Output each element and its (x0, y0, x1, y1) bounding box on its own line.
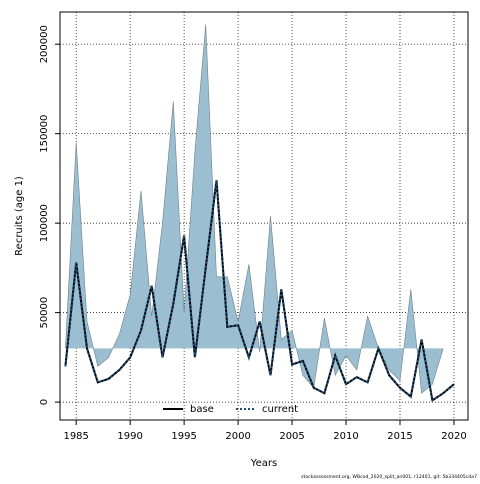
x-tick-label: 1995 (171, 431, 196, 442)
y-tick-label: 200000 (39, 25, 50, 63)
plot-frame (59, 11, 469, 421)
legend-label-current: current (262, 404, 298, 415)
footer-note: stockassessment.org, WBcod_2020_split_an… (301, 474, 477, 480)
x-tick-label: 2020 (441, 431, 466, 442)
grid-lines (60, 12, 468, 420)
y-tick-label: 100000 (39, 204, 50, 242)
series-line-current (64, 180, 455, 402)
series-lines (64, 180, 455, 402)
x-tick-label: 2010 (333, 431, 358, 442)
y-axis-label: Recruits (age 1) (14, 176, 25, 256)
y-axis-ticks: 0 50000 100000 150000 200000 (39, 25, 60, 405)
y-tick-label: 150000 (39, 115, 50, 153)
y-tick-label: 50000 (39, 297, 50, 329)
legend: base current (163, 404, 298, 415)
x-tick-label: 2000 (225, 431, 250, 442)
x-axis-ticks: 1985 1990 1995 2000 2005 2010 2015 2020 (63, 420, 467, 442)
x-tick-label: 2005 (279, 431, 304, 442)
x-axis-label: Years (250, 458, 277, 469)
x-tick-label: 1985 (63, 431, 88, 442)
x-tick-label: 1990 (117, 431, 142, 442)
legend-label-base: base (190, 404, 214, 415)
x-tick-label: 2015 (387, 431, 412, 442)
y-tick-label: 0 (39, 399, 50, 405)
